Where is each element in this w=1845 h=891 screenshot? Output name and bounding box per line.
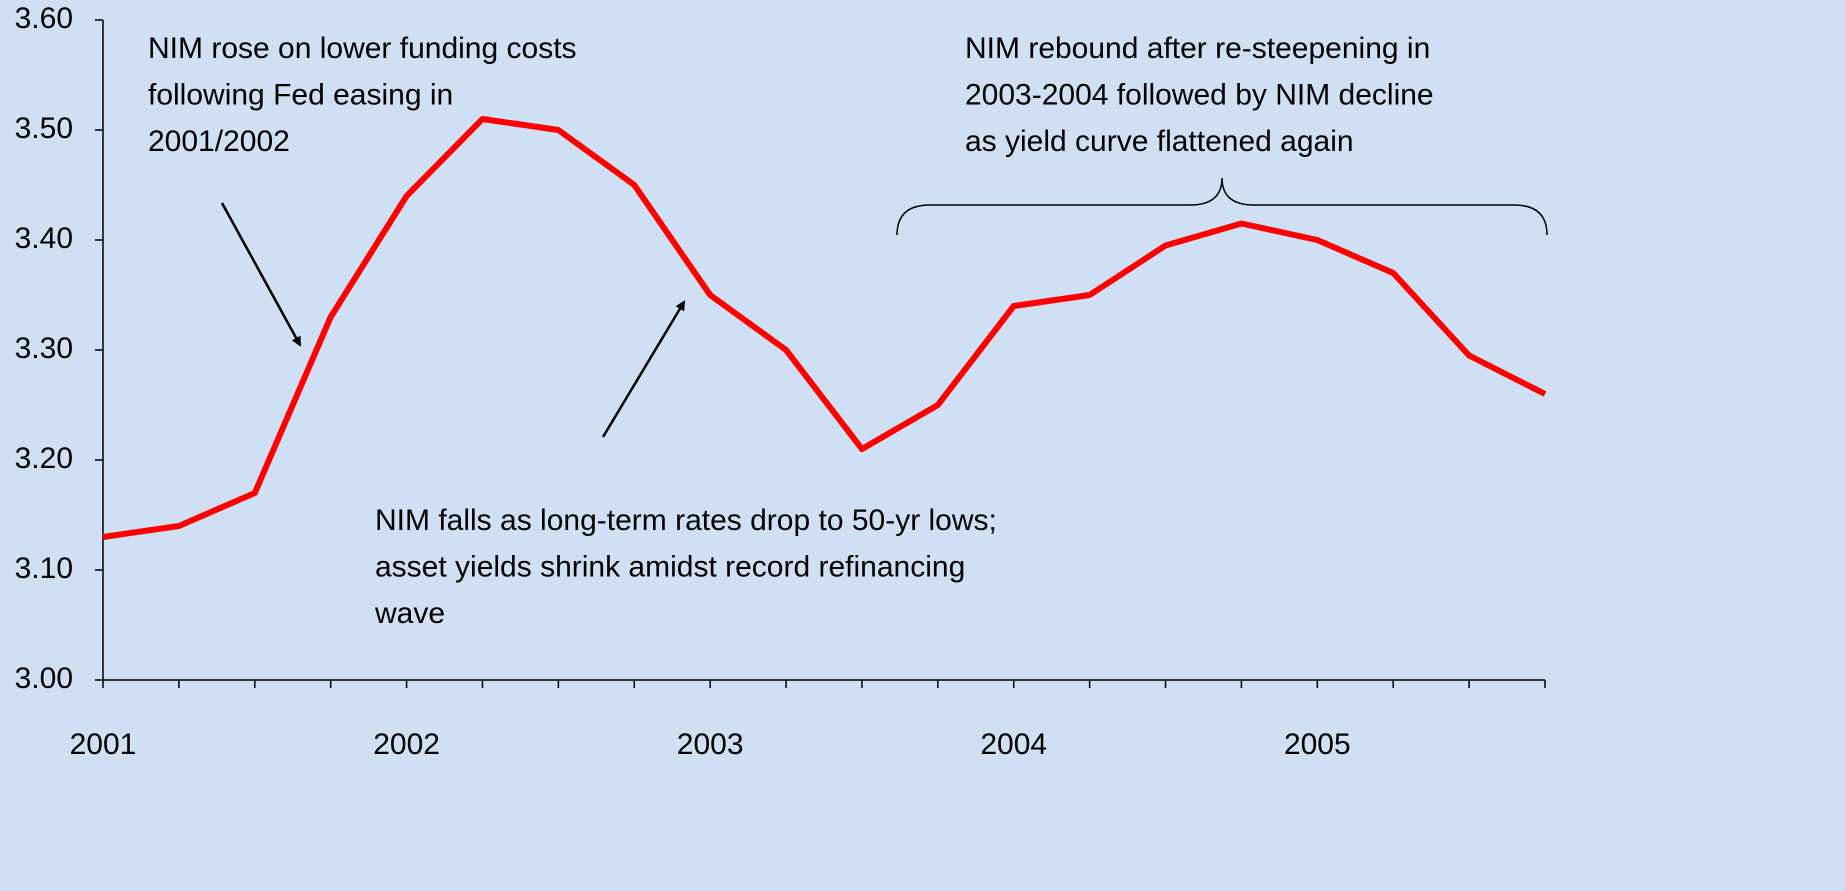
x-tick-label: 2005 (1284, 728, 1351, 761)
y-tick-label: 3.50 (15, 112, 73, 145)
y-tick-label: 3.00 (15, 662, 73, 695)
y-tick-label: 3.10 (15, 552, 73, 585)
x-tick-label: 2004 (980, 728, 1047, 761)
x-tick-label: 2001 (70, 728, 137, 761)
annotation: NIM rebound after re-steepening in (965, 32, 1430, 65)
x-tick-label: 2003 (677, 728, 744, 761)
y-tick-label: 3.40 (15, 222, 73, 255)
annotation: asset yields shrink amidst record refina… (375, 550, 965, 583)
annotation: wave (374, 597, 445, 630)
annotation: NIM rose on lower funding costs (148, 32, 577, 65)
y-tick-label: 3.20 (15, 442, 73, 475)
y-tick-label: 3.30 (15, 332, 73, 365)
arrow (601, 300, 686, 438)
y-tick-label: 3.60 (15, 2, 73, 35)
arrow (220, 202, 302, 347)
annotation: as yield curve flattened again (965, 125, 1354, 158)
annotation: 2003-2004 followed by NIM decline (965, 78, 1434, 111)
annotation: NIM falls as long-term rates drop to 50-… (375, 504, 997, 537)
annotation: 2001/2002 (148, 125, 290, 158)
brace (896, 177, 1548, 236)
x-tick-label: 2002 (373, 728, 440, 761)
annotation: following Fed easing in (148, 78, 453, 111)
line-series (102, 116, 1547, 540)
